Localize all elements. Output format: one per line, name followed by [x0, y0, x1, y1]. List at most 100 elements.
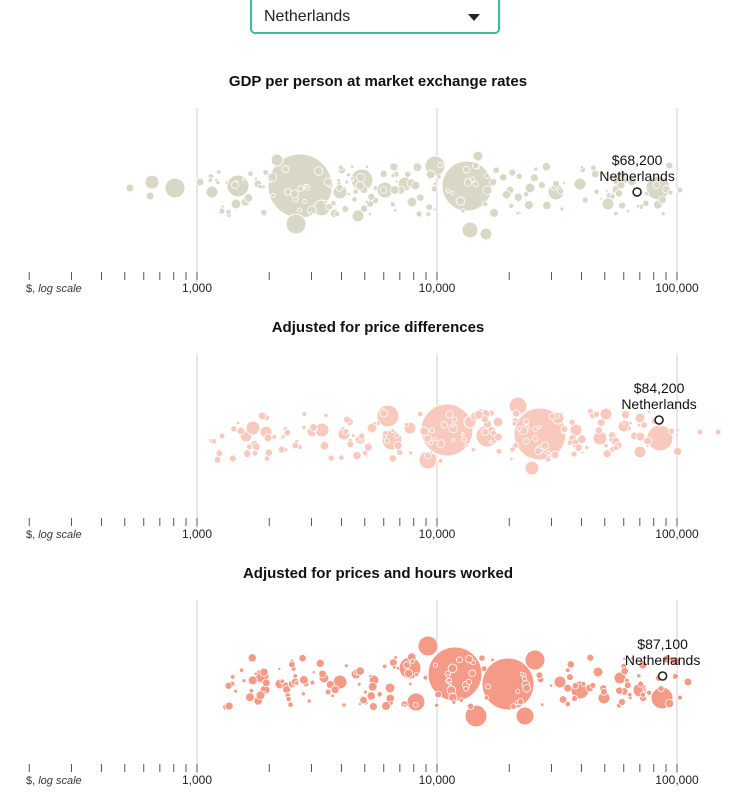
country-bubble	[389, 658, 398, 667]
country-bubble	[425, 211, 432, 218]
country-bubble	[292, 673, 298, 679]
country-bubble	[550, 450, 560, 460]
country-bubble	[643, 191, 649, 197]
highlight-marker	[632, 187, 642, 197]
country-bubble	[394, 179, 399, 184]
country-bubble	[492, 166, 500, 174]
country-bubble	[389, 162, 399, 172]
country-bubble	[230, 425, 238, 433]
country-bubble	[470, 447, 476, 453]
country-bubble	[215, 169, 222, 175]
country-bubble	[638, 660, 648, 670]
country-bubble	[696, 428, 704, 436]
country-bubble	[418, 450, 438, 470]
country-bubble	[620, 410, 631, 420]
country-bubble	[306, 698, 312, 704]
highlight-value-label: $84,200	[634, 380, 685, 396]
country-bubble	[144, 174, 160, 190]
country-select[interactable]: Netherlands	[250, 0, 500, 34]
country-bubble	[324, 688, 332, 696]
country-bubble	[213, 455, 222, 464]
country-bubble	[428, 427, 435, 434]
country-bubble	[490, 657, 495, 663]
country-bubble	[389, 185, 400, 195]
country-bubble	[541, 162, 552, 172]
country-bubble	[594, 426, 603, 435]
country-bubble	[277, 666, 282, 671]
country-bubble	[683, 677, 693, 687]
country-bubble	[404, 668, 414, 678]
highlight-marker	[657, 671, 668, 681]
country-bubble	[488, 439, 493, 444]
country-bubble	[447, 663, 458, 674]
country-bubble	[270, 192, 276, 198]
country-bubble	[552, 180, 560, 188]
country-bubble	[384, 437, 390, 444]
country-bubble	[636, 422, 642, 428]
country-bubble	[581, 196, 589, 204]
country-bubble	[352, 188, 359, 195]
country-bubble	[229, 674, 236, 680]
country-bubble	[366, 422, 378, 434]
country-bubble	[535, 671, 544, 679]
tick-label: 10,000	[419, 773, 456, 787]
country-bubble	[445, 188, 451, 193]
country-bubble	[534, 447, 543, 456]
country-bubble	[298, 654, 307, 663]
country-bubble	[642, 687, 647, 692]
country-bubble	[336, 177, 342, 183]
country-select-value: Netherlands	[264, 8, 351, 25]
country-bubble	[445, 410, 454, 419]
country-bubble	[262, 169, 270, 176]
country-bubble	[367, 681, 378, 692]
country-bubble	[355, 181, 365, 191]
axis-label: $, log scale	[26, 283, 82, 295]
highlight-country-label: Netherlands	[599, 168, 675, 184]
country-bubble	[463, 686, 469, 692]
country-bubble	[300, 691, 306, 697]
country-bubble	[301, 411, 308, 417]
country-bubble	[379, 169, 388, 178]
country-bubble	[270, 153, 284, 167]
country-bubble	[346, 440, 355, 449]
country-bubble	[350, 164, 355, 169]
country-bubble	[489, 208, 499, 218]
country-bubble	[636, 673, 642, 679]
country-bubble	[522, 676, 528, 682]
country-bubble	[548, 412, 556, 420]
country-bubble	[645, 443, 650, 448]
country-bubble	[592, 410, 601, 418]
country-bubble	[248, 688, 255, 694]
country-bubble	[570, 450, 578, 458]
country-bubble	[390, 428, 396, 433]
country-bubble	[714, 428, 722, 436]
country-bubble	[451, 416, 458, 423]
country-bubble	[425, 169, 436, 180]
highlight-marker	[654, 415, 664, 425]
country-bubble	[323, 199, 328, 205]
country-bubble	[592, 666, 604, 678]
country-bubble	[238, 667, 245, 673]
country-bubble	[484, 173, 490, 179]
country-bubble	[446, 674, 451, 679]
country-bubble	[609, 193, 616, 200]
country-bubble	[290, 189, 299, 199]
country-bubble	[252, 442, 261, 451]
country-bubble	[247, 653, 257, 663]
country-bubble	[458, 697, 465, 703]
country-bubble	[646, 689, 653, 696]
country-bubble	[490, 429, 497, 437]
country-bubble	[468, 669, 476, 678]
country-bubble	[515, 706, 535, 726]
country-bubble	[627, 177, 637, 187]
country-bubble	[542, 200, 552, 211]
country-bubble	[633, 445, 647, 459]
country-bubble	[335, 183, 344, 192]
country-bubble	[230, 198, 242, 210]
country-bubble	[540, 441, 550, 450]
country-bubble	[620, 666, 629, 676]
country-bubble	[637, 680, 644, 688]
country-bubble	[315, 658, 325, 668]
country-bubble	[571, 682, 580, 690]
country-bubble	[617, 170, 627, 179]
